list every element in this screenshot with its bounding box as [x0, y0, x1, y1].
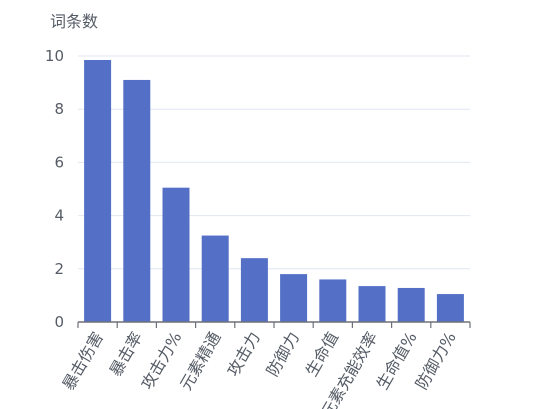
bar — [280, 274, 308, 322]
x-category-label: 暴击率 — [106, 329, 146, 380]
bar — [240, 258, 268, 322]
x-category-label: 防御力 — [263, 329, 303, 380]
bar — [201, 235, 229, 322]
bar — [319, 279, 347, 322]
x-category-label: 暴击伤害 — [59, 329, 107, 394]
x-axis — [77, 321, 471, 328]
bar — [162, 187, 190, 322]
y-axis-ticks: 0 2 4 6 8 10 — [45, 47, 64, 331]
bar-series — [84, 59, 464, 323]
x-category-label: 生命值 — [302, 329, 342, 380]
y-tick-label: 0 — [54, 313, 64, 331]
bar — [84, 59, 112, 323]
x-category-label: 攻击力 — [223, 329, 263, 380]
bar — [436, 294, 464, 322]
y-tick-label: 8 — [54, 100, 64, 118]
y-tick-label: 10 — [45, 47, 64, 65]
bar — [397, 287, 425, 322]
y-tick-label: 6 — [54, 153, 64, 171]
y-axis-label: 词条数 — [50, 12, 98, 31]
bar — [358, 286, 386, 322]
y-tick-label: 2 — [54, 260, 64, 278]
y-tick-label: 4 — [54, 207, 64, 225]
bar — [123, 79, 151, 322]
